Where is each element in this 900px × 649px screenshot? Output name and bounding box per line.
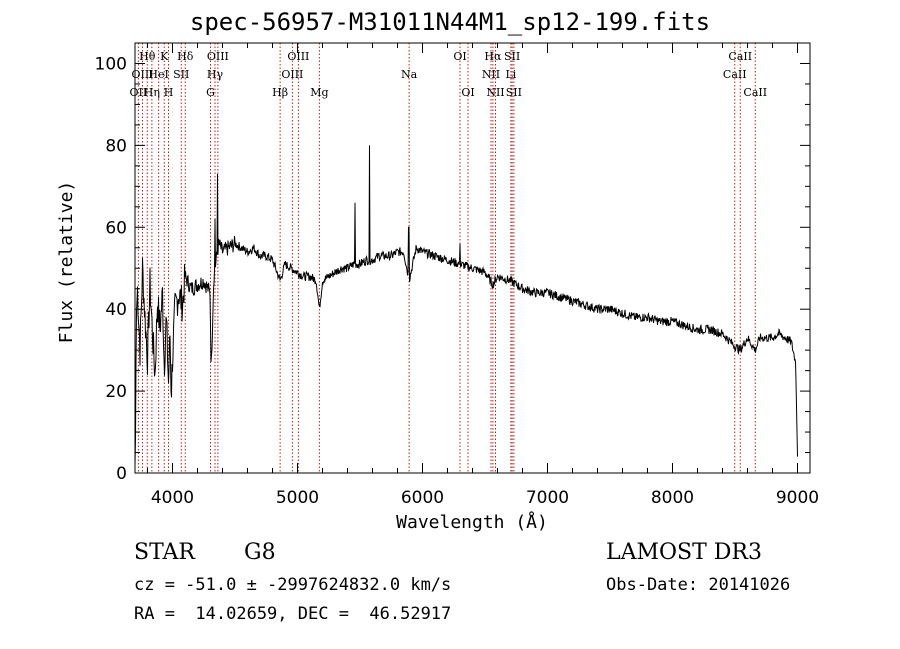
y-tick-label: 60 <box>105 218 127 238</box>
spectral-line-label: Hθ <box>139 50 156 63</box>
spectral-line-label: OIII <box>207 50 229 63</box>
x-tick-label: 6000 <box>401 488 444 508</box>
x-tick-label: 8000 <box>651 488 694 508</box>
redshift-info: cz = -51.0 ± -2997624832.0 km/s <box>134 575 452 595</box>
y-tick-label: 20 <box>105 382 127 402</box>
spectral-line-label: NII <box>486 86 504 99</box>
spectral-line-label: OI <box>461 86 474 99</box>
y-tick-label: 0 <box>116 464 127 484</box>
x-tick-label: 5000 <box>276 488 319 508</box>
spectral-line-label: OIII <box>131 68 153 81</box>
spectral-line-label: Hα <box>484 50 502 63</box>
spectral-line-label: Mg <box>310 86 328 99</box>
spectral-line-label: SII <box>173 68 189 81</box>
object-subclass: G8 <box>244 540 276 565</box>
y-tick-label: 100 <box>95 54 127 74</box>
survey-name: LAMOST DR3 <box>606 540 762 565</box>
spectral-line-label: SII <box>504 50 520 63</box>
x-tick-label: 9000 <box>776 488 819 508</box>
spectral-line-label: Na <box>401 68 418 81</box>
x-tick-label: 7000 <box>526 488 569 508</box>
spectral-line-label: HeI <box>148 68 168 81</box>
x-tick-label: 4000 <box>151 488 194 508</box>
spectral-line-label: Hγ <box>207 68 224 81</box>
obs-date: Obs-Date: 20141026 <box>606 575 791 595</box>
x-axis-label: Wavelength (Å) <box>396 511 548 533</box>
spectral-line-label: OIII <box>287 50 309 63</box>
spectrum-line <box>134 145 798 465</box>
spectral-line-label: CaII <box>743 86 767 99</box>
y-tick-label: 40 <box>105 300 127 320</box>
coordinates: RA = 14.02659, DEC = 46.52917 <box>134 604 452 624</box>
spectral-line-label: K <box>160 50 169 63</box>
plot-frame <box>134 42 811 474</box>
spectral-line-label: OIII <box>281 68 303 81</box>
spectral-line-label: SII <box>506 86 522 99</box>
spectral-line-label: H <box>164 86 174 99</box>
y-tick-label: 80 <box>105 136 127 156</box>
spectral-line-label: OI <box>453 50 466 63</box>
spectral-line-label: CaII <box>728 50 752 63</box>
spectral-line-label: Hβ <box>272 86 288 99</box>
spectral-line-label: CaII <box>723 68 747 81</box>
spectral-line-label: NII <box>482 68 500 81</box>
y-axis-label: Flux (relative) <box>56 181 77 344</box>
spectral-line-label: G <box>206 86 215 99</box>
spectral-line-label: Li <box>505 68 516 81</box>
spectral-line-label: OII <box>130 86 148 99</box>
spectral-line-label: Hη <box>144 86 160 99</box>
chart-title: spec-56957-M31011N44M1_sp12-199.fits <box>189 8 711 36</box>
object-class: STAR <box>134 540 195 565</box>
spectral-line-label: Hδ <box>177 50 194 63</box>
